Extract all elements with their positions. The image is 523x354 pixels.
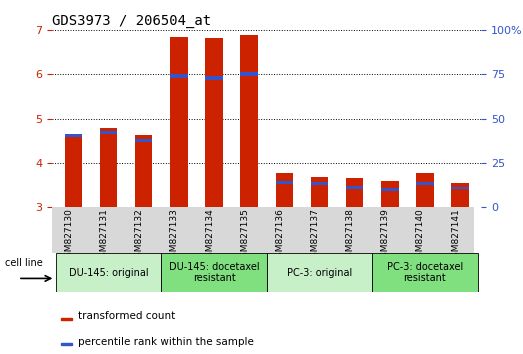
- Text: GSM827135: GSM827135: [240, 208, 249, 263]
- Bar: [135, 139, 153, 142]
- Bar: [170, 37, 188, 207]
- Bar: [61, 343, 72, 345]
- Text: DU-145: docetaxel
resistant: DU-145: docetaxel resistant: [169, 262, 259, 284]
- Text: GSM827137: GSM827137: [311, 208, 320, 263]
- Text: GSM827136: GSM827136: [275, 208, 285, 263]
- Bar: [416, 182, 434, 185]
- Text: PC-3: docetaxel
resistant: PC-3: docetaxel resistant: [387, 262, 463, 284]
- Text: GSM827132: GSM827132: [135, 208, 144, 263]
- Text: PC-3: original: PC-3: original: [287, 268, 352, 278]
- Text: GSM827138: GSM827138: [346, 208, 355, 263]
- Bar: [346, 178, 363, 207]
- Bar: [205, 38, 223, 207]
- Text: GSM827130: GSM827130: [64, 208, 73, 263]
- Bar: [276, 181, 293, 184]
- Bar: [65, 134, 82, 207]
- Bar: [416, 173, 434, 207]
- Bar: [311, 177, 328, 207]
- Text: GSM827141: GSM827141: [451, 208, 460, 263]
- Text: GSM827131: GSM827131: [99, 208, 109, 263]
- Text: cell line: cell line: [5, 258, 42, 268]
- Bar: [267, 253, 372, 292]
- Bar: [451, 183, 469, 207]
- Bar: [381, 188, 399, 191]
- Text: GDS3973 / 206504_at: GDS3973 / 206504_at: [52, 14, 211, 28]
- Text: GSM827134: GSM827134: [205, 208, 214, 263]
- Bar: [161, 253, 267, 292]
- Text: transformed count: transformed count: [78, 312, 176, 321]
- Text: GSM827139: GSM827139: [381, 208, 390, 263]
- Bar: [311, 182, 328, 185]
- Bar: [451, 187, 469, 189]
- Text: GSM827140: GSM827140: [416, 208, 425, 263]
- Bar: [381, 181, 399, 207]
- Bar: [100, 131, 117, 134]
- Bar: [100, 128, 117, 207]
- Bar: [241, 72, 258, 76]
- Text: GSM827133: GSM827133: [170, 208, 179, 263]
- Bar: [56, 253, 161, 292]
- Bar: [205, 76, 223, 80]
- Bar: [372, 253, 477, 292]
- Bar: [135, 135, 153, 207]
- Bar: [61, 318, 72, 320]
- Bar: [241, 35, 258, 207]
- Bar: [170, 74, 188, 78]
- Bar: [65, 134, 82, 137]
- Text: percentile rank within the sample: percentile rank within the sample: [78, 337, 254, 347]
- Bar: [346, 185, 363, 189]
- Text: DU-145: original: DU-145: original: [69, 268, 149, 278]
- Bar: [276, 173, 293, 207]
